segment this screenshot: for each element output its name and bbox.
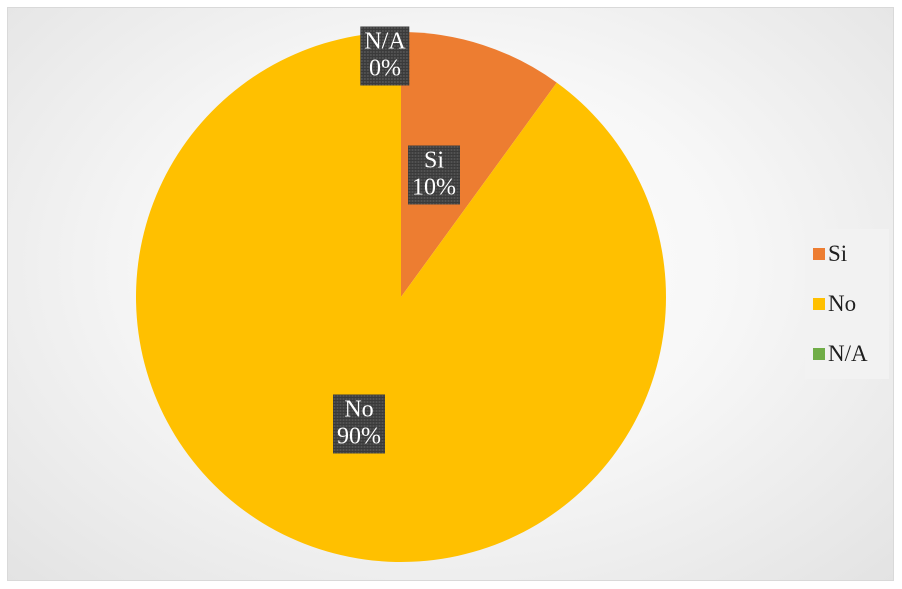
legend-label-na: N/A [828, 341, 868, 366]
data-label-na: N/A 0% [360, 26, 410, 86]
chart-area: Si 10% No 90% N/A 0% Si No N/A [7, 7, 894, 581]
legend-entry-na: N/A [813, 339, 868, 369]
data-label-na-category: N/A [364, 28, 406, 55]
legend-swatch-no [813, 298, 825, 310]
slice-si [401, 32, 557, 297]
legend-swatch-na [813, 348, 825, 360]
legend-swatch-si [813, 248, 825, 260]
legend-label-si: Si [828, 241, 848, 266]
slice-no [135, 32, 666, 562]
legend: Si No N/A [805, 229, 889, 379]
pie-chart [135, 32, 666, 562]
data-label-si: Si 10% [408, 145, 460, 205]
data-label-na-percent: 0% [369, 55, 401, 82]
legend-label-no: No [828, 291, 857, 316]
data-label-no: No 90% [333, 394, 385, 454]
legend-entry-no: No [813, 289, 856, 319]
data-label-si-category: Si [423, 147, 444, 174]
data-label-no-category: No [344, 396, 374, 423]
pie-slices [135, 32, 666, 562]
data-label-no-percent: 90% [337, 423, 381, 450]
data-label-si-percent: 10% [412, 174, 456, 201]
legend-entry-si: Si [813, 239, 847, 269]
